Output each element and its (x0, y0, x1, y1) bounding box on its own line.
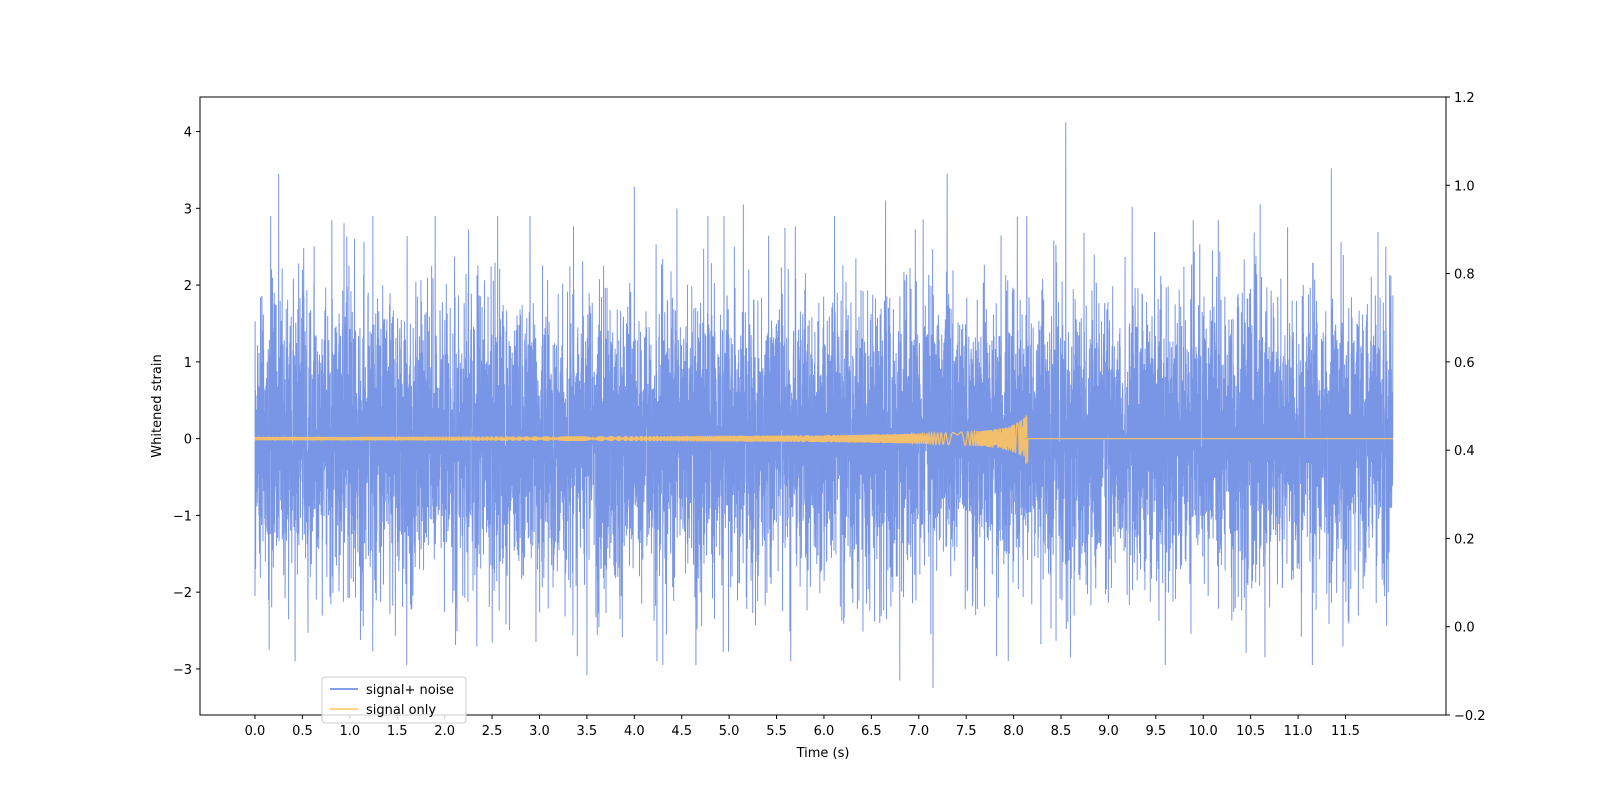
y2-tick-label: 0.6 (1454, 356, 1475, 371)
x-tick-label: 9.5 (1145, 724, 1166, 739)
x-tick-label: 6.5 (861, 724, 882, 739)
x-tick-label: 9.0 (1098, 724, 1119, 739)
y-tick-label: 1 (184, 356, 192, 371)
x-tick-label: 6.0 (814, 724, 835, 739)
x-tick-label: 10.5 (1236, 724, 1265, 739)
legend-label: signal only (366, 703, 436, 718)
y2-tick-label: 0.4 (1454, 444, 1475, 459)
x-tick-label: 8.0 (1003, 724, 1024, 739)
x-tick-label: 1.5 (387, 724, 408, 739)
x-tick-label: 11.5 (1331, 724, 1360, 739)
x-tick-label: 7.5 (956, 724, 977, 739)
series-signal-noise-line (254, 122, 1394, 689)
x-tick-label: 3.5 (577, 724, 598, 739)
y-tick-label: 2 (184, 279, 192, 294)
y-axis-left: −3 −2 −1 0 1 2 3 4 (173, 126, 200, 678)
x-tick-label: 3.0 (529, 724, 550, 739)
x-tick-label: 0.0 (245, 724, 266, 739)
x-tick-label: 8.5 (1051, 724, 1072, 739)
y-axis-right: −0.2 0.0 0.2 0.4 0.6 0.8 1.0 1.2 (1446, 91, 1486, 724)
y2-tick-label: −0.2 (1454, 709, 1486, 724)
y-tick-label: 4 (184, 126, 192, 141)
y-tick-label: 0 (184, 433, 192, 448)
x-tick-label: 2.0 (434, 724, 455, 739)
x-tick-label: 0.5 (292, 724, 313, 739)
x-axis-label: Time (s) (796, 746, 850, 761)
x-tick-label: 11.0 (1284, 724, 1313, 739)
x-tick-label: 4.0 (624, 724, 645, 739)
y-axis-label: Whitened strain (150, 354, 165, 457)
y-tick-label: −2 (173, 586, 192, 601)
y-tick-label: −1 (173, 509, 192, 524)
y2-tick-label: 1.0 (1454, 179, 1475, 194)
y-tick-label: 3 (184, 202, 192, 217)
legend: signal+ noise signal only (321, 676, 467, 724)
plot-frame (199, 96, 1447, 716)
x-tick-label: 5.5 (766, 724, 787, 739)
y-tick-label: −3 (173, 663, 192, 678)
series-signal-only-line (254, 415, 1393, 464)
y2-tick-label: 0.8 (1454, 268, 1475, 283)
x-axis: 0.0 0.5 1.0 1.5 2.0 2.5 3.0 3.5 4.0 4.5 5.0 5.5 6.0 6… (245, 715, 1360, 739)
x-tick-label: 5.0 (719, 724, 740, 739)
y2-tick-label: 0.0 (1454, 621, 1475, 636)
x-tick-label: 10.0 (1189, 724, 1218, 739)
x-tick-label: 2.5 (482, 724, 503, 739)
plot-area (254, 122, 1394, 689)
legend-label: signal+ noise (366, 683, 454, 698)
y2-tick-label: 1.2 (1454, 91, 1475, 106)
x-tick-label: 7.0 (908, 724, 929, 739)
x-tick-label: 1.0 (339, 724, 360, 739)
x-tick-label: 4.5 (671, 724, 692, 739)
y2-tick-label: 0.2 (1454, 532, 1475, 547)
